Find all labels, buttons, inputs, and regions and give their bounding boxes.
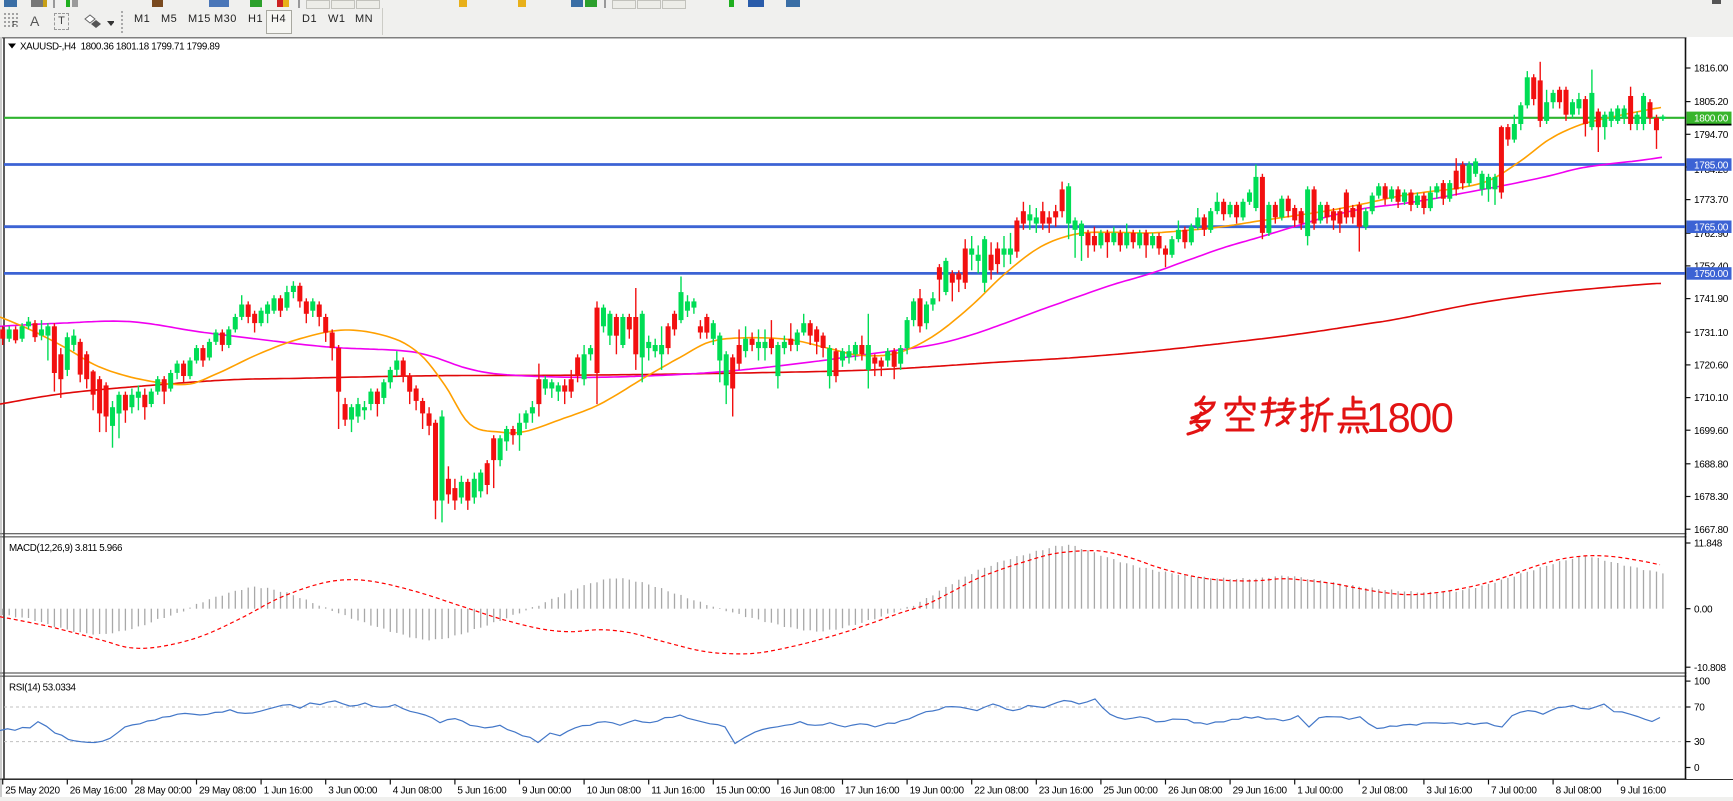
svg-text:8 Jul 08:00: 8 Jul 08:00 [1556, 786, 1602, 797]
svg-text:1765.00: 1765.00 [1694, 223, 1729, 234]
svg-text:1 Jun 16:00: 1 Jun 16:00 [264, 786, 314, 797]
svg-text:10 Jun 08:00: 10 Jun 08:00 [587, 786, 642, 797]
svg-text:1805.20: 1805.20 [1694, 97, 1729, 108]
svg-text:RSI(14) 53.0334: RSI(14) 53.0334 [9, 683, 77, 694]
svg-text:9 Jul 16:00: 9 Jul 16:00 [1620, 786, 1666, 797]
svg-text:0.00: 0.00 [1694, 604, 1713, 615]
svg-text:11 Jun 16:00: 11 Jun 16:00 [651, 786, 705, 797]
svg-text:25 Jun 00:00: 25 Jun 00:00 [1103, 786, 1158, 797]
svg-text:29 Jun 16:00: 29 Jun 16:00 [1233, 786, 1288, 797]
svg-text:1 Jul 00:00: 1 Jul 00:00 [1297, 786, 1343, 797]
svg-text:1731.10: 1731.10 [1694, 328, 1729, 339]
svg-text:1678.30: 1678.30 [1694, 492, 1729, 503]
svg-text:25 May 2020: 25 May 2020 [5, 786, 60, 797]
svg-text:1699.60: 1699.60 [1694, 426, 1729, 437]
svg-text:23 Jun 16:00: 23 Jun 16:00 [1039, 786, 1094, 797]
svg-text:5 Jun 16:00: 5 Jun 16:00 [457, 786, 507, 797]
svg-text:1800: 1800 [1366, 394, 1453, 441]
svg-text:-10.808: -10.808 [1694, 663, 1727, 674]
svg-text:1794.70: 1794.70 [1694, 130, 1729, 141]
svg-text:MACD(12,26,9) 3.811 5.966: MACD(12,26,9) 3.811 5.966 [9, 543, 123, 554]
svg-text:16 Jun 08:00: 16 Jun 08:00 [780, 786, 835, 797]
svg-text:1816.00: 1816.00 [1694, 64, 1729, 75]
svg-text:19 Jun 00:00: 19 Jun 00:00 [910, 786, 965, 797]
svg-text:28 May 00:00: 28 May 00:00 [134, 786, 192, 797]
svg-text:1762.90: 1762.90 [1694, 229, 1729, 240]
svg-text:100: 100 [1694, 677, 1711, 688]
svg-text:15 Jun 00:00: 15 Jun 00:00 [716, 786, 771, 797]
svg-text:1688.80: 1688.80 [1694, 459, 1729, 470]
svg-text:9 Jun 00:00: 9 Jun 00:00 [522, 786, 572, 797]
svg-text:11.848: 11.848 [1694, 539, 1723, 550]
svg-text:7 Jul 00:00: 7 Jul 00:00 [1491, 786, 1537, 797]
svg-text:70: 70 [1694, 703, 1705, 714]
svg-text:3 Jul 16:00: 3 Jul 16:00 [1426, 786, 1472, 797]
svg-text:1720.60: 1720.60 [1694, 361, 1729, 372]
svg-text:1667.80: 1667.80 [1694, 525, 1729, 536]
svg-text:26 May 16:00: 26 May 16:00 [70, 786, 128, 797]
svg-text:26 Jun 08:00: 26 Jun 08:00 [1168, 786, 1223, 797]
svg-text:1750.00: 1750.00 [1694, 269, 1729, 280]
svg-text:3 Jun 00:00: 3 Jun 00:00 [328, 786, 378, 797]
svg-text:1741.90: 1741.90 [1694, 294, 1729, 305]
svg-text:22 Jun 08:00: 22 Jun 08:00 [974, 786, 1029, 797]
svg-text:17 Jun 16:00: 17 Jun 16:00 [845, 786, 900, 797]
svg-text:2 Jul 08:00: 2 Jul 08:00 [1362, 786, 1408, 797]
svg-text:30: 30 [1694, 737, 1705, 748]
svg-text:1752.40: 1752.40 [1694, 262, 1729, 273]
svg-text:1800.00: 1800.00 [1694, 114, 1729, 125]
svg-text:1710.10: 1710.10 [1694, 393, 1729, 404]
svg-text:0: 0 [1694, 763, 1700, 774]
svg-text:XAUUSD-,H4 1800.36 1801.18 17: XAUUSD-,H4 1800.36 1801.18 1799.71 1799.… [20, 42, 220, 53]
svg-text:1785.00: 1785.00 [1694, 160, 1729, 171]
svg-text:4 Jun 08:00: 4 Jun 08:00 [393, 786, 443, 797]
svg-text:1773.70: 1773.70 [1694, 195, 1729, 206]
svg-text:29 May 08:00: 29 May 08:00 [199, 786, 257, 797]
